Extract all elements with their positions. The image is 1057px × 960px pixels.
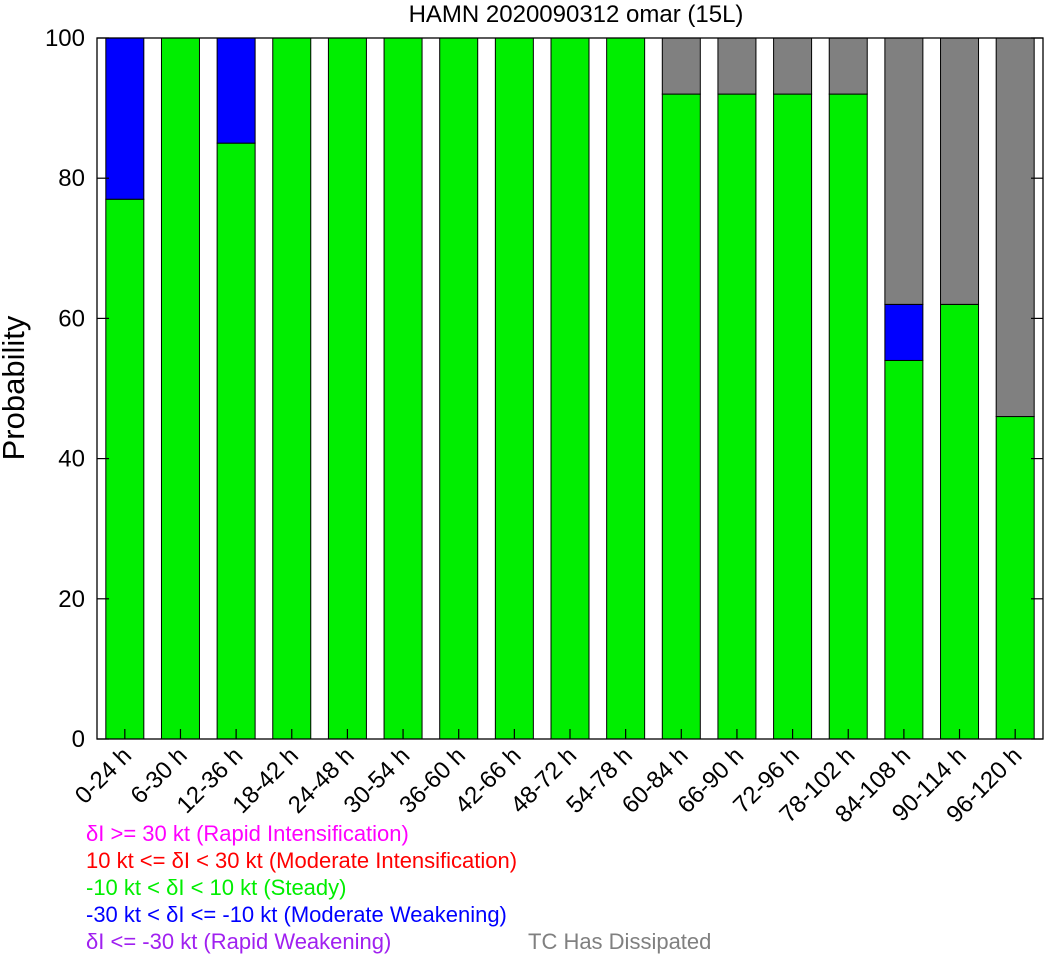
bar-66-90-h-steady <box>717 93 757 740</box>
bar-90-114-h-tc-has-dissipated <box>940 37 980 305</box>
bar-18-42-h-steady <box>272 37 312 740</box>
bars-layer <box>105 37 1035 740</box>
bar-72-96-h-steady <box>773 93 813 740</box>
bar-12-36-h-moderate-weakening <box>216 37 256 144</box>
bar-54-78-h-steady <box>606 37 646 740</box>
bar-90-114-h-steady <box>940 303 980 740</box>
bar-42-66-h-steady <box>494 37 534 740</box>
legend-tc-dissipated: TC Has Dissipated <box>528 929 711 954</box>
y-tick-label-60: 60 <box>58 305 85 332</box>
legend-rapid-intensification: δI >= 30 kt (Rapid Intensification) <box>86 821 409 846</box>
y-ticks-layer: 0 20 40 60 80 100 <box>45 25 1043 753</box>
y-tick-label-100: 100 <box>45 25 85 52</box>
bar-84-108-h-moderate-weakening <box>884 303 924 361</box>
legend-moderate-intensification: 10 kt <= δI < 30 kt (Moderate Intensific… <box>86 848 517 873</box>
bar-30-54-h-steady <box>383 37 423 740</box>
bar-48-72-h-steady <box>550 37 590 740</box>
bar-96-120-h-tc-has-dissipated <box>995 37 1035 418</box>
bar-60-84-h-tc-has-dissipated <box>661 37 701 95</box>
bar-84-108-h-tc-has-dissipated <box>884 37 924 305</box>
legend-steady: -10 kt < δI < 10 kt (Steady) <box>86 875 346 900</box>
bar-96-120-h-steady <box>995 416 1035 740</box>
y-axis-label: Probability <box>0 315 31 460</box>
y-tick-label-20: 20 <box>58 586 85 613</box>
x-ticks-layer: 0-24 h6-30 h12-36 h18-42 h24-48 h30-54 h… <box>70 729 1027 828</box>
bar-66-90-h-tc-has-dissipated <box>717 37 757 95</box>
bar-24-48-h-steady <box>327 37 367 740</box>
legend-moderate-weakening: -30 kt < δI <= -10 kt (Moderate Weakenin… <box>86 902 507 927</box>
bar-78-102-h-tc-has-dissipated <box>828 37 868 95</box>
chart-title: HAMN 2020090312 omar (15L) <box>409 1 744 28</box>
bar-60-84-h-steady <box>661 93 701 740</box>
bar-36-60-h-steady <box>439 37 479 740</box>
legend-rapid-weakening: δI <= -30 kt (Rapid Weakening) <box>86 929 391 954</box>
y-tick-label-80: 80 <box>58 165 85 192</box>
bar-6-30-h-steady <box>160 37 200 740</box>
bar-72-96-h-tc-has-dissipated <box>773 37 813 95</box>
bar-78-102-h-steady <box>828 93 868 740</box>
bar-84-108-h-steady <box>884 359 924 740</box>
y-tick-label-40: 40 <box>58 446 85 473</box>
bar-12-36-h-steady <box>216 142 256 740</box>
bar-0-24-h-moderate-weakening <box>105 37 145 200</box>
y-tick-label-0: 0 <box>72 726 85 753</box>
bar-0-24-h-steady <box>105 198 145 740</box>
